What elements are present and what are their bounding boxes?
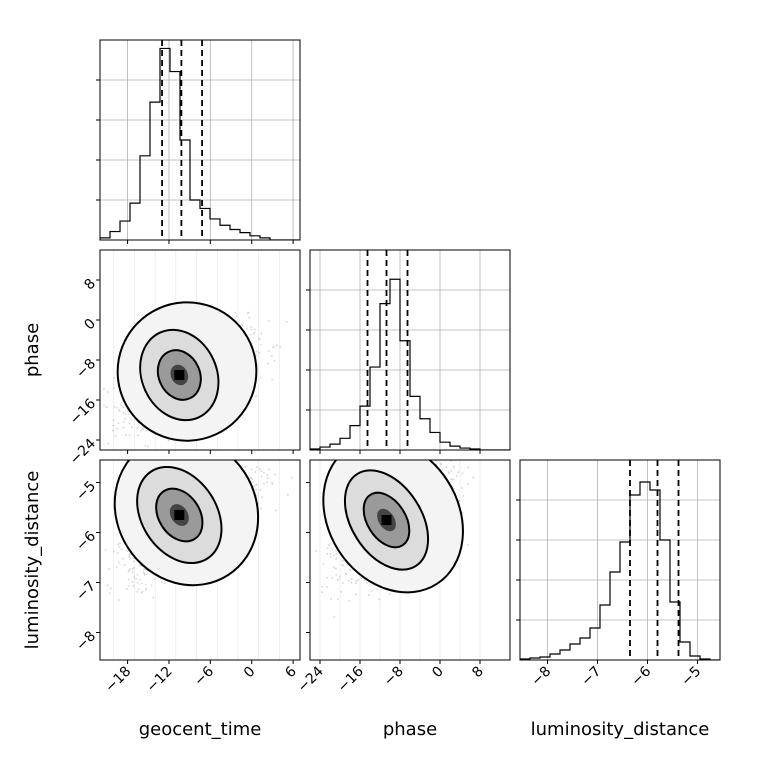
panel-frame	[519, 459, 721, 661]
panel-content	[520, 460, 720, 660]
x-axis-label-geocent_time: geocent_time	[139, 719, 262, 740]
histogram-phase	[310, 278, 510, 450]
panel-phase-phase	[306, 249, 511, 454]
density-peak	[174, 510, 185, 520]
panel-frame	[99, 39, 301, 241]
histogram-geocent_time	[100, 47, 300, 240]
panel-frame	[309, 249, 511, 451]
x-axis-label-luminosity_distance: luminosity_distance	[531, 719, 710, 740]
histogram-luminosity_distance	[520, 481, 720, 660]
panel-frame	[99, 459, 301, 661]
panel-content	[103, 250, 288, 450]
density-peak	[381, 515, 392, 525]
y-axis-label-phase: phase	[22, 323, 43, 377]
x-axis-label-phase: phase	[383, 719, 437, 740]
panel-geocent_time-geocent_time	[96, 39, 301, 244]
panel-frame	[309, 459, 511, 661]
panel-content	[310, 250, 510, 450]
panel-geocent_time-phase: −24−16−808	[67, 249, 301, 468]
panel-content	[104, 460, 293, 660]
panel-content	[100, 40, 300, 240]
y-axis-label-luminosity_distance: luminosity_distance	[22, 471, 43, 650]
panel-content	[315, 460, 481, 660]
density-peak	[174, 370, 185, 380]
panels: −24−16−808−18 −12 −6 0 6−8−7−6−5−24 −16 −8 0 8 −8…	[22, 39, 721, 740]
panel-frame	[99, 249, 301, 451]
